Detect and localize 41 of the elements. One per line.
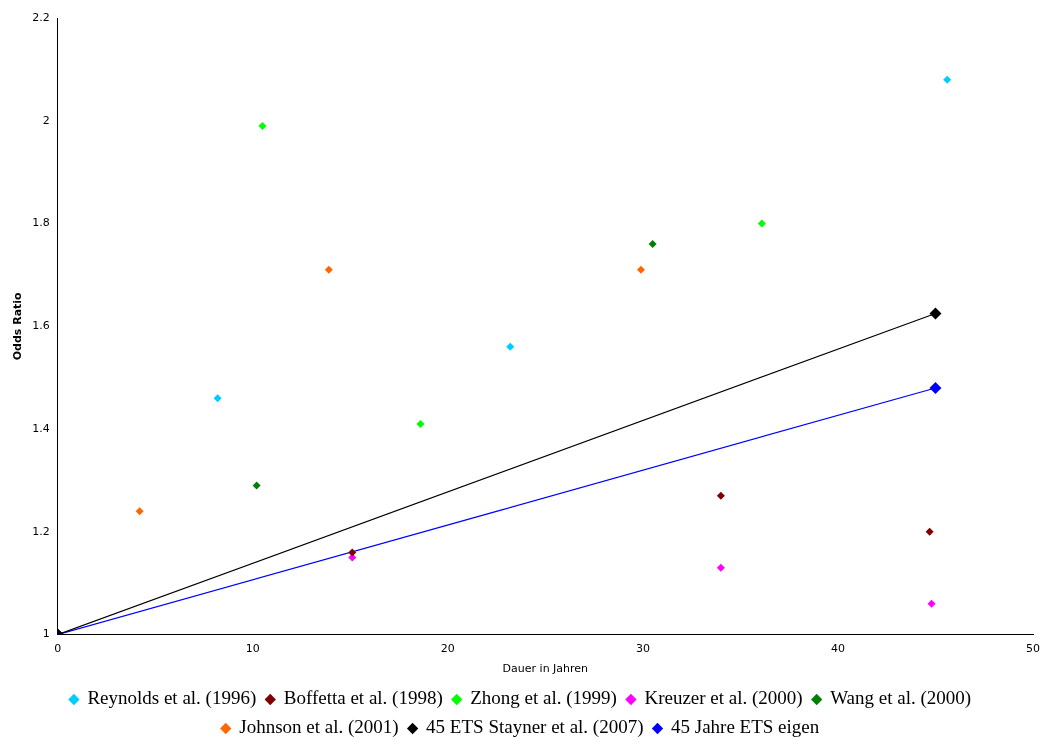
point xyxy=(929,307,942,320)
x-tick-label: 30 xyxy=(635,642,650,656)
y-tick-label: 1.6 xyxy=(32,319,50,333)
point xyxy=(258,121,267,130)
y-tick-label: 1.4 xyxy=(32,421,50,435)
y-tick-label: 2.2 xyxy=(32,10,50,24)
point xyxy=(929,381,942,394)
legend-label: 45 Jahre ETS eigen xyxy=(671,716,820,738)
legend-label: Boffetta et al. (1998) xyxy=(283,687,443,710)
y-tick-label: 1.2 xyxy=(32,524,50,538)
x-tick-label: 0 xyxy=(54,642,62,656)
point xyxy=(716,563,725,572)
x-tick-label: 20 xyxy=(440,642,455,656)
point xyxy=(716,491,725,500)
point xyxy=(252,481,261,490)
legend-label: Johnson et al. (2001) xyxy=(239,716,399,739)
legend-label: Kreuzer et al. (2000) xyxy=(644,687,803,710)
x-axis-title: Dauer in Jahren xyxy=(502,662,589,676)
legend-label: Reynolds et al. (1996) xyxy=(87,687,257,710)
y-tick-label: 1 xyxy=(42,627,50,641)
legend-label: Zhong et al. (1999) xyxy=(470,687,617,710)
point xyxy=(506,342,515,351)
point xyxy=(757,219,766,228)
point xyxy=(416,419,425,428)
legend-label: Wang et al. (2000) xyxy=(830,687,972,710)
point xyxy=(324,265,333,274)
point xyxy=(925,527,934,536)
point xyxy=(213,394,222,403)
y-axis-title: Odds Ratio xyxy=(11,291,25,361)
point xyxy=(135,507,144,516)
x-tick-label: 10 xyxy=(245,642,260,656)
y-tick-label: 2 xyxy=(42,113,50,127)
legend-label: 45 ETS Stayner et al. (2007) xyxy=(426,716,644,739)
x-tick-label: 50 xyxy=(1026,642,1040,656)
point xyxy=(348,548,357,557)
point xyxy=(943,75,952,84)
point xyxy=(648,240,657,249)
point xyxy=(636,265,645,274)
y-tick-label: 1.8 xyxy=(32,216,50,230)
x-tick-label: 40 xyxy=(830,642,845,656)
point xyxy=(927,599,936,608)
